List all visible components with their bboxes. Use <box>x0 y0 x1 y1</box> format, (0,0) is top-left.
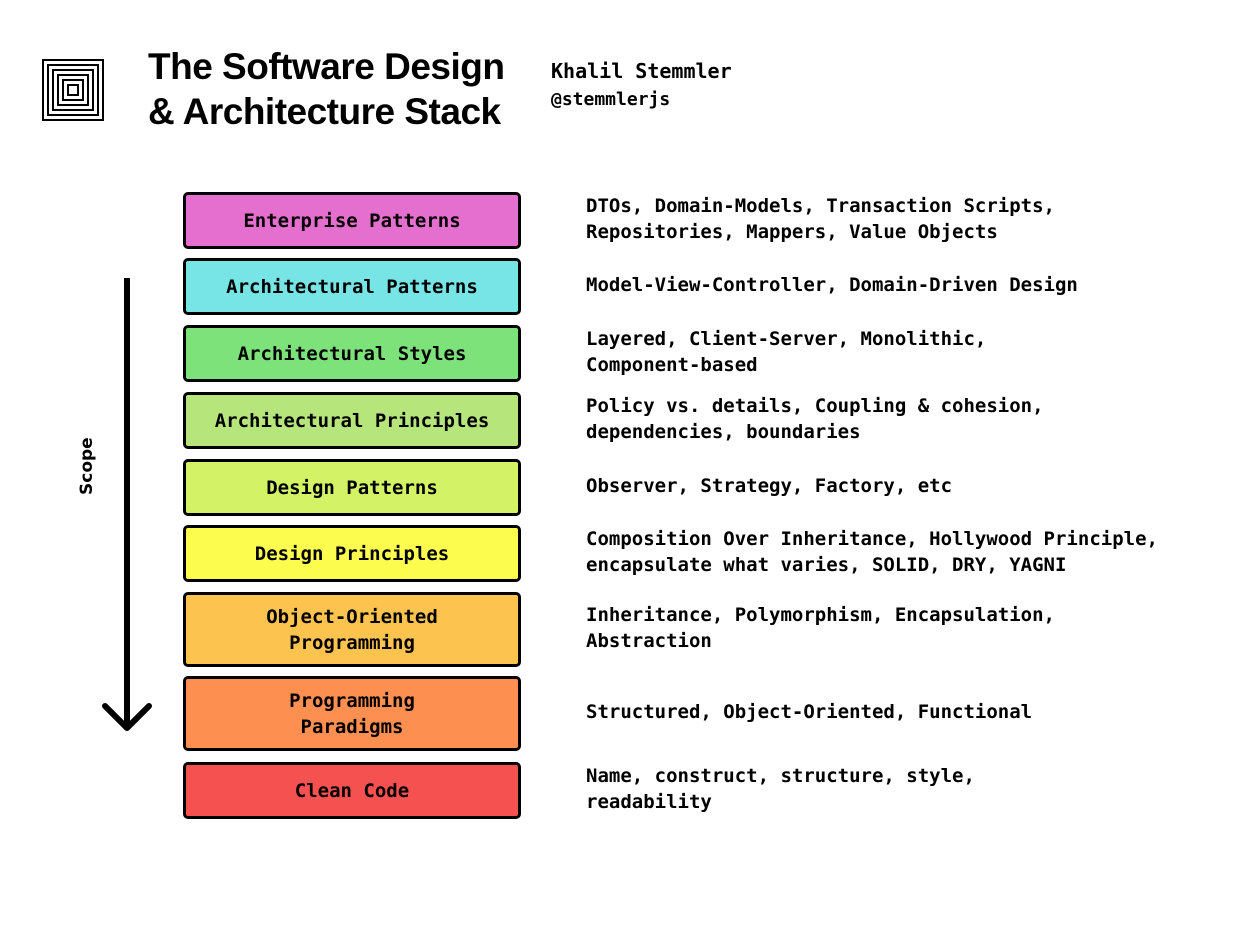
layer-description: Policy vs. details, Coupling & cohesion,… <box>586 394 1044 443</box>
title-line-2: & Architecture Stack <box>148 91 501 132</box>
layer-description: Model-View-Controller, Domain-Driven Des… <box>586 273 1078 296</box>
layer-box: Enterprise Patterns <box>183 192 521 249</box>
author-name: Khalil Stemmler <box>551 59 732 83</box>
layer-description: Layered, Client-Server, Monolithic, Comp… <box>586 327 987 376</box>
title-line-1: The Software Design <box>148 46 505 87</box>
layer-box: Architectural Patterns <box>183 258 521 315</box>
layer-box: Object-Oriented Programming <box>183 592 521 667</box>
layer-description: DTOs, Domain-Models, Transaction Scripts… <box>586 194 1055 243</box>
layer-description: Name, construct, structure, style, reada… <box>586 764 975 813</box>
layer-box: Architectural Principles <box>183 392 521 449</box>
maze-logo-icon <box>42 59 104 121</box>
layer-box: Architectural Styles <box>183 325 521 382</box>
scope-label: Scope <box>77 437 97 495</box>
layer-box: Design Principles <box>183 525 521 582</box>
page-title: The Software Design & Architecture Stack <box>148 44 528 134</box>
layer-description: Structured, Object-Oriented, Functional <box>586 700 1033 723</box>
layer-box: Design Patterns <box>183 459 521 516</box>
layer-box: Clean Code <box>183 762 521 819</box>
scope-arrow-icon <box>102 278 152 731</box>
layer-description: Composition Over Inheritance, Hollywood … <box>586 527 1158 576</box>
layer-box: Programming Paradigms <box>183 676 521 751</box>
layer-description: Inheritance, Polymorphism, Encapsulation… <box>586 603 1055 652</box>
author-handle: @stemmlerjs <box>551 89 671 110</box>
layer-description: Observer, Strategy, Factory, etc <box>586 474 953 497</box>
